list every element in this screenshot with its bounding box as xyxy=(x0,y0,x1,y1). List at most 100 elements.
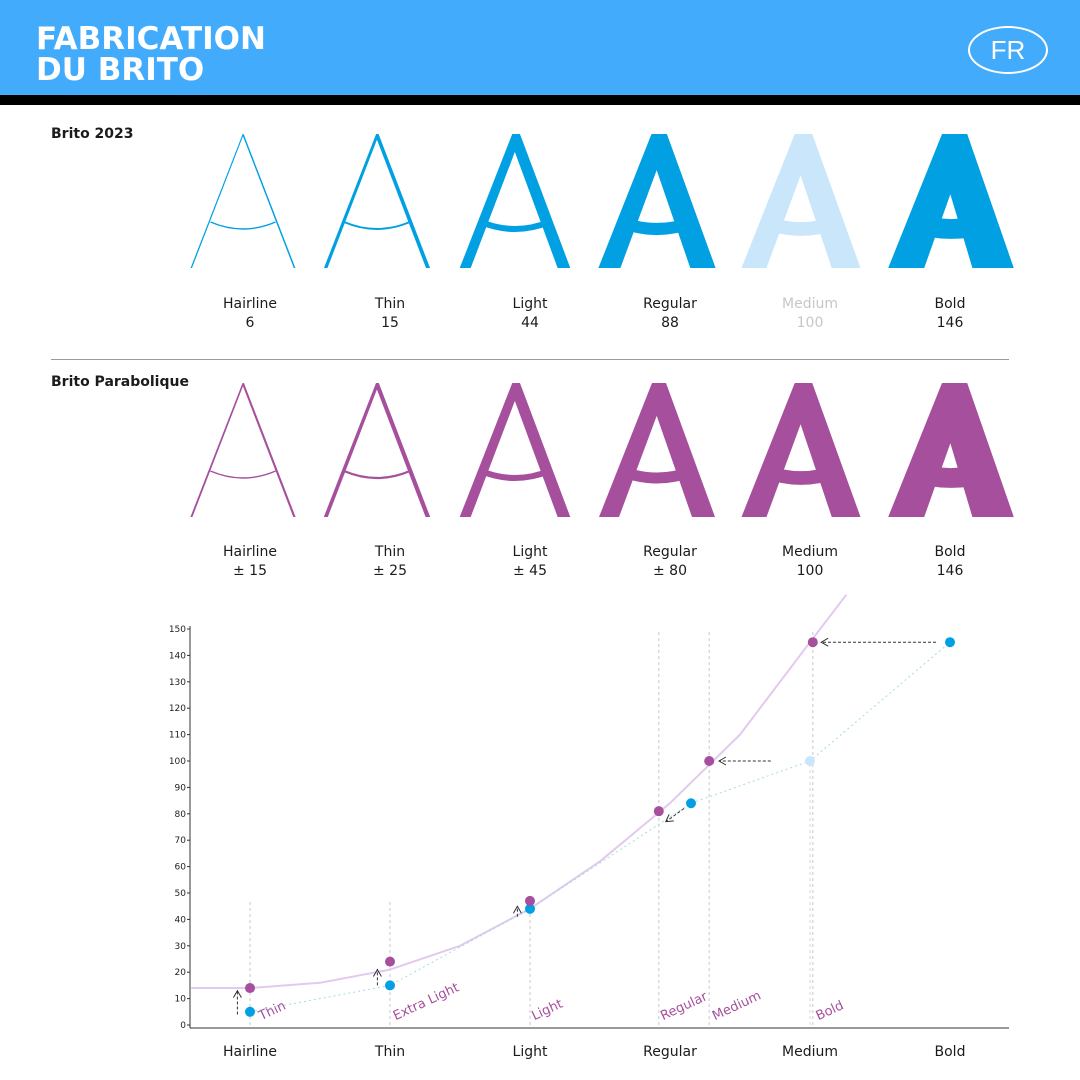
weight-label-hairline: Hairline 6 xyxy=(180,295,320,333)
weight-label-regular: Regular ± 80 xyxy=(600,543,740,581)
purple-data-point xyxy=(525,895,535,906)
y-tick-label: 60 xyxy=(175,863,187,873)
weight-value: ± 80 xyxy=(653,563,687,579)
weight-name: Light xyxy=(512,296,548,312)
glyph-crossbar xyxy=(479,468,551,481)
glyph-crossbar xyxy=(343,221,411,230)
glyph-right-stem xyxy=(794,134,861,268)
x-tick-label-bold: Bold xyxy=(935,1044,966,1060)
weight-label-bold: Bold 146 xyxy=(880,543,1020,581)
y-tick-label: 120 xyxy=(169,704,186,714)
y-tick-label: 130 xyxy=(169,678,186,688)
language-toggle-button[interactable]: FR xyxy=(968,26,1048,74)
header-divider-bar xyxy=(0,95,1080,105)
weight-value: 146 xyxy=(936,563,964,579)
purple-data-point xyxy=(807,637,818,648)
annotation-label: Medium xyxy=(710,988,763,1024)
blue-data-point xyxy=(525,903,535,914)
weight-value: 15 xyxy=(381,315,399,331)
weight-label-hairline: Hairline ± 15 xyxy=(180,543,320,581)
x-tick-label-light: Light xyxy=(513,1044,548,1060)
weight-value: ± 45 xyxy=(513,563,547,579)
purple-data-point xyxy=(704,756,715,766)
glyph-a-medium xyxy=(741,383,861,517)
weight-label-light: Light 44 xyxy=(460,295,600,333)
weight-label-thin: Thin ± 25 xyxy=(320,543,460,581)
glyph-right-stem xyxy=(942,383,1014,517)
glyph-left-stem xyxy=(190,134,244,268)
logo-line-2: DU BRITO xyxy=(36,52,205,88)
weight-value: 6 xyxy=(245,315,255,331)
y-tick-label: 140 xyxy=(169,651,186,661)
glyph-crossbar xyxy=(761,464,841,485)
glyph-crossbar xyxy=(343,469,411,480)
weight-label-medium: Medium 100 xyxy=(740,543,880,581)
glyph-a-thin xyxy=(323,134,431,268)
weight-value: 88 xyxy=(661,315,679,331)
y-tick-label: 80 xyxy=(175,810,187,820)
purple-data-point xyxy=(245,983,255,994)
weight-name: Hairline xyxy=(222,544,278,560)
y-tick-label: 100 xyxy=(169,757,186,767)
weight-label-bold: Bold 146 xyxy=(880,295,1020,333)
glyph-a-light xyxy=(459,383,571,517)
fabrication-du-brito-logo[interactable]: FABRICATION DU BRITO xyxy=(36,22,296,86)
weight-label-regular: Regular 88 xyxy=(600,295,740,333)
glyph-a-bold xyxy=(888,383,1014,517)
y-tick-label: 10 xyxy=(175,995,187,1005)
blue-data-point xyxy=(385,980,395,991)
weight-specimen-glyphs xyxy=(190,134,1014,517)
glyph-right-stem xyxy=(651,134,716,268)
glyph-left-stem xyxy=(598,134,661,268)
annotation-label: Thin xyxy=(256,999,289,1025)
glyph-right-stem xyxy=(376,134,431,268)
weight-name: Medium xyxy=(782,296,838,312)
weight-name: Bold xyxy=(934,544,966,560)
weight-name: Regular xyxy=(643,544,697,560)
glyph-a-medium xyxy=(741,134,861,268)
y-tick-label: 50 xyxy=(175,889,187,899)
weight-value: ± 15 xyxy=(233,563,267,579)
annotation-label: Light xyxy=(530,997,566,1024)
y-tick-label: 40 xyxy=(175,915,187,925)
weight-name: Light xyxy=(512,544,548,560)
weight-label-light: Light ± 45 xyxy=(460,543,600,581)
y-tick-label: 150 xyxy=(169,625,186,635)
glyph-a-regular xyxy=(599,383,715,517)
glyph-left-stem xyxy=(888,383,957,517)
y-tick-label: 30 xyxy=(175,942,187,952)
glyph-crossbar xyxy=(479,219,551,232)
weight-value: 100 xyxy=(796,315,824,331)
glyph-right-stem xyxy=(942,134,1014,268)
parabolic-curve xyxy=(191,594,848,989)
glyph-crossbar xyxy=(210,221,276,230)
section-title-brito-parabolique: Brito Parabolique xyxy=(51,374,189,390)
weight-value: ± 25 xyxy=(373,563,407,579)
blue-data-point xyxy=(686,798,696,809)
glyph-left-stem xyxy=(741,383,805,517)
blue-data-point xyxy=(945,637,955,648)
blue-series-connector xyxy=(249,641,951,1013)
glyph-right-stem xyxy=(242,134,296,268)
glyph-left-stem xyxy=(888,134,957,268)
weight-name: Thin xyxy=(374,544,406,560)
annotation-label: Bold xyxy=(814,998,846,1024)
glyph-left-stem xyxy=(459,134,517,268)
glyph-left-stem xyxy=(741,134,805,268)
glyph-crossbar xyxy=(908,212,994,239)
glyph-a-regular xyxy=(598,134,716,268)
weight-value: 44 xyxy=(521,315,539,331)
weight-value: 146 xyxy=(936,315,964,331)
glyph-a-bold xyxy=(888,134,1014,268)
weight-name: Regular xyxy=(643,296,697,312)
weight-name: Bold xyxy=(934,296,966,312)
section-title-brito-2023: Brito 2023 xyxy=(51,126,134,142)
header-banner xyxy=(0,0,1080,95)
purple-data-point xyxy=(385,956,395,967)
glyph-crossbar xyxy=(210,470,276,479)
y-tick-label: 0 xyxy=(180,1021,186,1031)
x-tick-label-thin: Thin xyxy=(374,1044,405,1060)
glyph-right-stem xyxy=(512,383,571,517)
annotation-label: Extra Light xyxy=(391,980,462,1024)
blue-data-point xyxy=(805,756,815,766)
